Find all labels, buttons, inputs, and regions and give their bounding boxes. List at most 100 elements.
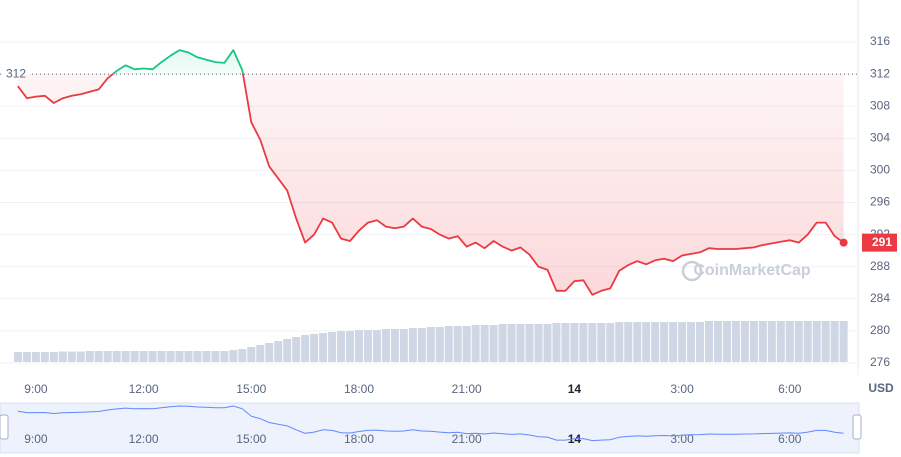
volume-bar bbox=[722, 321, 731, 362]
volume-bar bbox=[830, 321, 839, 362]
volume-bar bbox=[803, 321, 812, 362]
volume-bar bbox=[839, 321, 848, 362]
volume-bar bbox=[292, 337, 301, 362]
volume-bar bbox=[372, 330, 381, 362]
x-tick-label: 14 bbox=[568, 382, 582, 396]
x-tick-label: 12:00 bbox=[129, 382, 159, 396]
navigator[interactable] bbox=[0, 402, 860, 454]
x-tick-label: 6:00 bbox=[778, 382, 802, 396]
volume-bar bbox=[13, 352, 22, 362]
volume-bar bbox=[247, 347, 256, 362]
navigator-handle[interactable] bbox=[852, 414, 862, 440]
navigator-tick-label: 9:00 bbox=[24, 432, 48, 446]
volume-bar bbox=[785, 321, 794, 362]
last-price-label: 291 bbox=[872, 235, 892, 249]
navigator-tick-label: 15:00 bbox=[236, 432, 266, 446]
volume-bar bbox=[678, 322, 687, 362]
y-tick-label: 312 bbox=[870, 66, 890, 80]
volume-bar bbox=[642, 322, 651, 362]
volume-bar bbox=[758, 321, 767, 362]
volume-bar bbox=[543, 324, 552, 362]
volume-bar bbox=[148, 351, 157, 362]
volume-bar bbox=[776, 321, 785, 362]
volume-bar bbox=[328, 332, 337, 362]
y-tick-label: 280 bbox=[870, 323, 890, 337]
y-tick-label: 316 bbox=[870, 34, 890, 48]
navigator-tick-label: 6:00 bbox=[778, 432, 802, 446]
volume-bar bbox=[507, 324, 516, 362]
volume-bar bbox=[731, 321, 740, 362]
volume-bar bbox=[498, 324, 507, 362]
volume-bar bbox=[58, 351, 67, 362]
volume-bar bbox=[22, 352, 31, 362]
volume-bar bbox=[794, 321, 803, 362]
volume-bar bbox=[687, 322, 696, 362]
volume-bar bbox=[579, 323, 588, 362]
volume-bar bbox=[40, 352, 49, 362]
x-tick-label: 3:00 bbox=[670, 382, 694, 396]
volume-bar bbox=[130, 351, 139, 362]
volume-bar bbox=[67, 351, 76, 362]
volume-bar bbox=[193, 351, 202, 362]
volume-bar bbox=[337, 331, 346, 362]
navigator-handle[interactable] bbox=[0, 414, 9, 440]
volume-bar bbox=[453, 326, 462, 362]
navigator-tick-label: 18:00 bbox=[344, 432, 374, 446]
volume-bar bbox=[76, 351, 85, 362]
y-tick-label: 308 bbox=[870, 98, 890, 112]
x-tick-label: 9:00 bbox=[24, 382, 48, 396]
volume-bar bbox=[238, 349, 247, 362]
volume-bar bbox=[157, 351, 166, 362]
last-point bbox=[839, 238, 848, 247]
volume-bar bbox=[435, 327, 444, 362]
volume-bar bbox=[669, 322, 678, 362]
volume-bar bbox=[310, 334, 319, 362]
volume-bar bbox=[821, 321, 830, 362]
volume-bar bbox=[705, 321, 714, 362]
volume-bar bbox=[301, 335, 310, 362]
volume-bar bbox=[462, 326, 471, 362]
volume-bar bbox=[489, 325, 498, 362]
volume-bar bbox=[516, 324, 525, 362]
last-price-bg bbox=[862, 233, 897, 252]
volume-bar bbox=[94, 351, 103, 362]
y-tick-label: 288 bbox=[870, 259, 890, 273]
y-tick-label: 304 bbox=[870, 131, 890, 145]
volume-bar bbox=[426, 327, 435, 362]
volume-bar bbox=[767, 321, 776, 362]
volume-bar bbox=[696, 322, 705, 362]
navigator-line bbox=[17, 405, 844, 442]
volume-bar bbox=[399, 329, 408, 362]
x-tick-label: 21:00 bbox=[452, 382, 482, 396]
volume-bar bbox=[749, 321, 758, 362]
volume-bar bbox=[175, 351, 184, 362]
volume-bar bbox=[355, 330, 363, 362]
watermark-logo bbox=[681, 260, 703, 282]
volume-bar bbox=[552, 323, 561, 362]
volume-bar bbox=[570, 323, 579, 362]
volume-bar bbox=[740, 321, 749, 362]
volume-bar bbox=[381, 329, 390, 362]
volume-bar bbox=[139, 351, 148, 362]
volume-bar bbox=[660, 322, 669, 362]
volume-bar bbox=[633, 322, 642, 362]
navigator-tick-label: 12:00 bbox=[129, 432, 159, 446]
volume-bar bbox=[444, 326, 453, 362]
volume-bar bbox=[184, 351, 193, 362]
volume-bar bbox=[812, 321, 821, 362]
volume-bar bbox=[346, 331, 355, 362]
navigator-tick-label: 21:00 bbox=[452, 432, 482, 446]
price-line bbox=[17, 49, 845, 296]
volume-bar bbox=[319, 333, 328, 362]
volume-bar bbox=[480, 325, 489, 362]
volume-bar bbox=[606, 323, 615, 362]
volume-bar bbox=[390, 329, 399, 362]
y-tick-label: 284 bbox=[870, 291, 890, 305]
volume-bar bbox=[525, 324, 534, 362]
volume-bar bbox=[283, 339, 292, 362]
volume-bar bbox=[274, 341, 283, 362]
volume-bar bbox=[408, 328, 417, 362]
volume-bar bbox=[202, 351, 211, 362]
volume-bar bbox=[31, 352, 40, 362]
